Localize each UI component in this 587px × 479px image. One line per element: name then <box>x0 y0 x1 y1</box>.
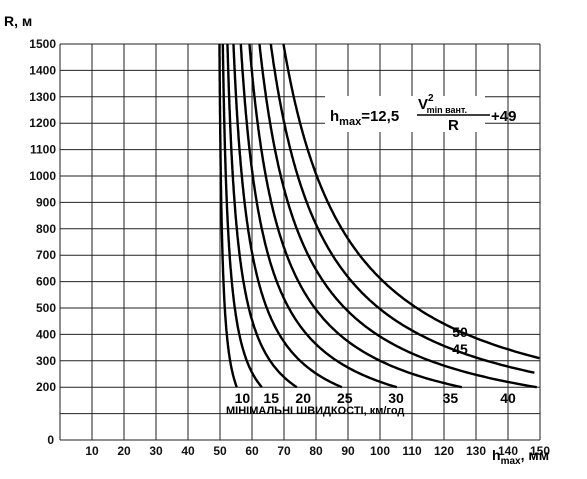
curve-label-45: 45 <box>452 341 468 357</box>
x-tick-label: 150 <box>530 444 550 458</box>
curve-v-20 <box>226 44 298 389</box>
x-tick-label: 140 <box>498 444 518 458</box>
x-tick-label: 90 <box>341 444 355 458</box>
curve-v-10 <box>218 44 238 388</box>
curve-v-25 <box>232 44 343 389</box>
y-tick-label: 1200 <box>29 116 56 130</box>
tick-labels: 10 20 30 40 50 60 70 80 90 100 110 120 130 140 1502003… <box>29 37 550 458</box>
x-tick-label: 30 <box>149 444 163 458</box>
curve-label-30: 30 <box>388 390 404 406</box>
curve-label-35: 35 <box>443 390 459 406</box>
curve-v-40 <box>258 43 537 389</box>
curve-v-35 <box>248 43 463 389</box>
curve-v-30 <box>239 43 398 389</box>
y-tick-label: 600 <box>36 275 56 289</box>
x-tick-label: 100 <box>370 444 390 458</box>
curve-label-15: 15 <box>263 390 279 406</box>
formula: hmax=12,5 V2 min вант. R +49 <box>325 93 516 134</box>
formula-numerator: V2 min вант. <box>418 93 467 115</box>
x-tick-label: 60 <box>245 444 259 458</box>
formula-tail: +49 <box>491 108 516 125</box>
y-tick-label: 1500 <box>29 37 56 51</box>
x-tick-label: 40 <box>181 444 195 458</box>
x-tick-label: 70 <box>277 444 291 458</box>
curve-label-10: 10 <box>235 390 251 406</box>
x-tick-label: 20 <box>117 444 131 458</box>
x-axis-title: hmax, мм <box>492 447 549 467</box>
x-tick-label: 80 <box>309 444 323 458</box>
curve-v-50 <box>282 43 540 360</box>
y-tick-label: 1400 <box>29 63 56 77</box>
y-tick-label: 300 <box>36 354 56 368</box>
y-tick-label: 1000 <box>29 169 56 183</box>
y-tick-label-zero: 0 <box>47 433 54 447</box>
y-tick-label: 500 <box>36 301 56 315</box>
x-tick-label: 110 <box>402 444 422 458</box>
curve-label-40: 40 <box>500 390 516 406</box>
formula-denominator: R <box>448 117 459 134</box>
y-tick-label: 700 <box>36 248 56 262</box>
formula-lhs: hmax=12,5 <box>330 108 399 128</box>
curve-label-25: 25 <box>337 390 353 406</box>
curves-caption: МІНІМАЛЬНІ ШВИДКОСТІ, км/год <box>226 405 404 417</box>
y-tick-label: 1300 <box>29 90 56 104</box>
y-tick-label: 800 <box>36 222 56 236</box>
curve-v-45 <box>269 43 535 374</box>
y-tick-label: 400 <box>36 327 56 341</box>
y-tick-label: 900 <box>36 195 56 209</box>
x-tick-label: 120 <box>434 444 454 458</box>
y-tick-label: 1100 <box>30 143 56 157</box>
curve-label-20: 20 <box>295 390 311 406</box>
x-tick-label: 10 <box>85 444 99 458</box>
curve-label-50: 50 <box>452 324 468 340</box>
curve-v-15 <box>221 44 263 388</box>
x-tick-label: 130 <box>466 444 486 458</box>
curves <box>218 43 540 389</box>
formula-background <box>325 96 485 132</box>
y-tick-label: 200 <box>36 380 56 394</box>
y-axis-title: R, м <box>4 13 32 29</box>
x-tick-label: 50 <box>213 444 227 458</box>
